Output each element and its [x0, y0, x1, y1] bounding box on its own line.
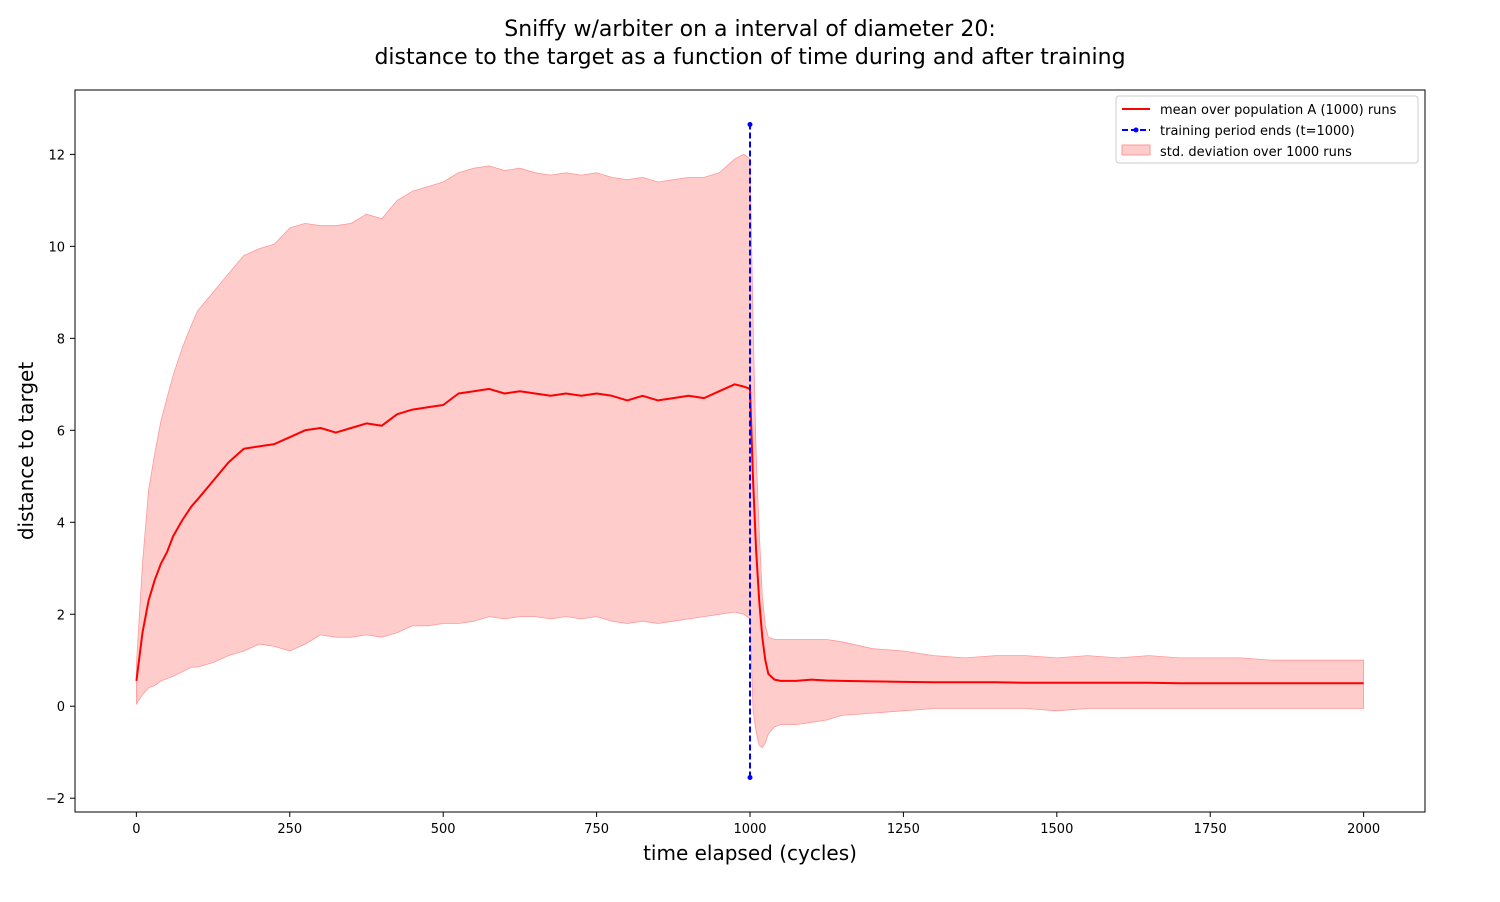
- y-tick-label: 0: [57, 700, 65, 715]
- x-tick-label: 1750: [1194, 822, 1227, 837]
- chart-title-line-2: distance to the target as a function of …: [374, 45, 1125, 70]
- legend-label-std: std. deviation over 1000 runs: [1160, 145, 1352, 160]
- y-tick-label: 6: [57, 424, 65, 439]
- y-axis-label: distance to target: [14, 362, 38, 541]
- x-tick-label: 0: [132, 822, 140, 837]
- legend-marker-training: [1133, 127, 1139, 133]
- training-end-marker: [747, 121, 753, 127]
- y-tick-label: 12: [48, 148, 65, 163]
- x-axis: 0 250 500 750 1000 1250 1500 1750 2000: [132, 812, 1380, 837]
- chart-title: Sniffy w/arbiter on a interval of diamet…: [374, 17, 1125, 70]
- legend-label-mean: mean over population A (1000) runs: [1160, 103, 1397, 118]
- x-tick-label: 500: [431, 822, 456, 837]
- x-tick-label: 250: [277, 822, 302, 837]
- legend: mean over population A (1000) runs train…: [1115, 95, 1419, 164]
- mean-line: [135, 383, 1364, 685]
- plot-area: [135, 121, 1364, 781]
- y-tick-label: 8: [57, 332, 65, 347]
- training-end-marker: [747, 775, 753, 781]
- y-tick-label: 10: [48, 240, 65, 255]
- x-tick-label: 750: [584, 822, 609, 837]
- chart-title-line-1: Sniffy w/arbiter on a interval of diamet…: [504, 17, 995, 42]
- x-tick-label: 2000: [1347, 822, 1380, 837]
- y-tick-label: 2: [57, 608, 65, 623]
- legend-box: [1115, 95, 1419, 164]
- y-tick-label: −2: [46, 792, 65, 807]
- x-tick-label: 1500: [1040, 822, 1073, 837]
- legend-swatch-std: [1121, 144, 1151, 156]
- x-axis-label: time elapsed (cycles): [643, 841, 857, 865]
- x-tick-label: 1000: [733, 822, 766, 837]
- y-tick-label: 4: [57, 516, 65, 531]
- x-tick-label: 1250: [887, 822, 920, 837]
- legend-label-training: training period ends (t=1000): [1160, 124, 1355, 139]
- y-axis: −2 0 2 4 6 8 10 12: [46, 148, 75, 807]
